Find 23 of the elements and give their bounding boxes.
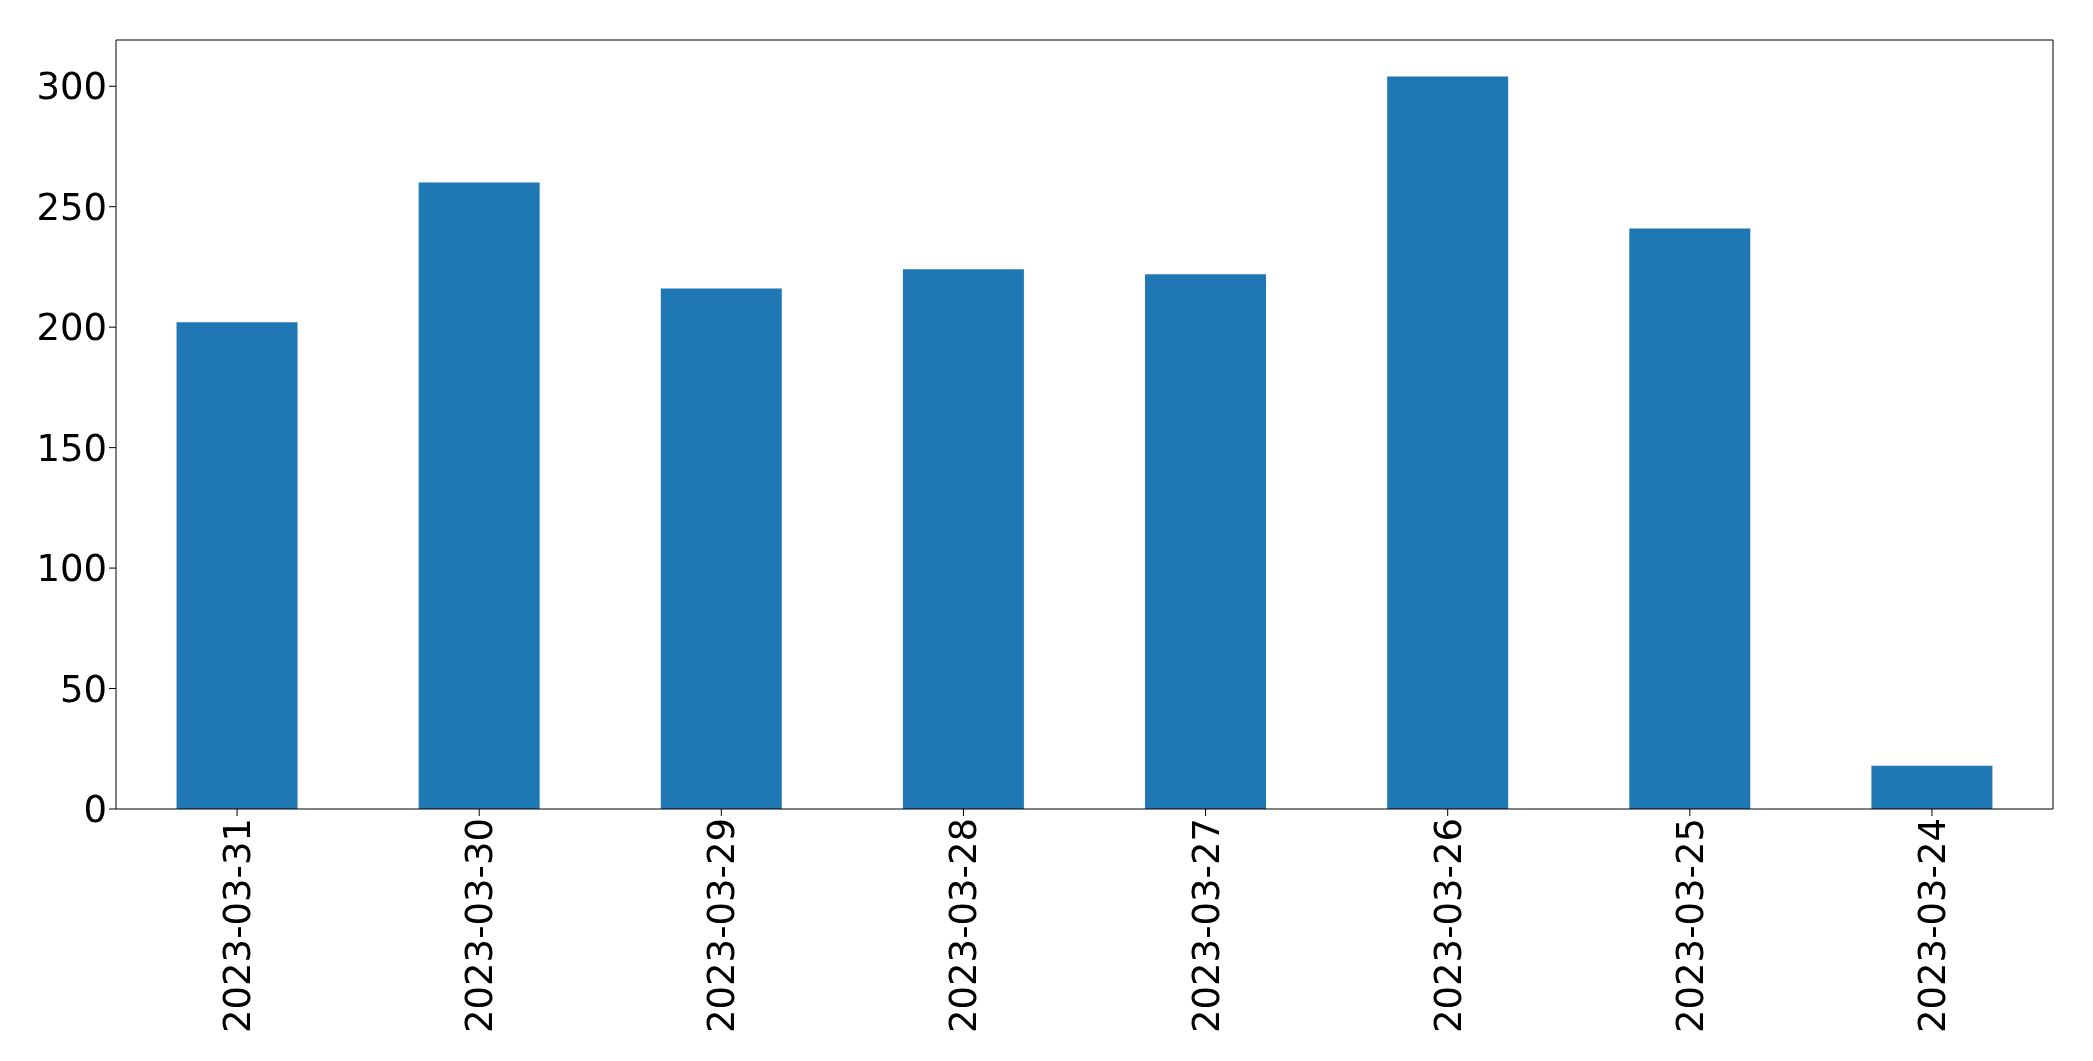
y-tick-label: 150 <box>36 426 107 470</box>
bar <box>1871 765 1993 809</box>
x-tick-label: 2023-03-31 <box>216 818 260 1034</box>
bar <box>902 269 1024 809</box>
y-tick-label: 50 <box>59 667 107 711</box>
y-tick-label: 100 <box>36 547 107 591</box>
bar <box>1145 274 1267 809</box>
x-tick-label: 2023-03-27 <box>1184 818 1228 1034</box>
x-tick-label: 2023-03-30 <box>458 818 502 1034</box>
y-tick-label: 300 <box>36 65 107 109</box>
x-tick-label: 2023-03-28 <box>942 818 986 1034</box>
y-tick-label: 200 <box>36 306 107 350</box>
bar <box>176 322 298 809</box>
bar <box>660 288 782 809</box>
bar <box>1629 228 1751 809</box>
y-tick-label: 0 <box>83 788 107 832</box>
bar <box>1387 76 1509 809</box>
x-tick-label: 2023-03-29 <box>700 818 744 1034</box>
x-tick-label: 2023-03-26 <box>1426 818 1470 1034</box>
bar <box>418 182 540 809</box>
x-tick-label: 2023-03-24 <box>1910 818 1954 1034</box>
y-tick-label: 250 <box>36 185 107 229</box>
x-tick-label: 2023-03-25 <box>1668 818 1712 1034</box>
